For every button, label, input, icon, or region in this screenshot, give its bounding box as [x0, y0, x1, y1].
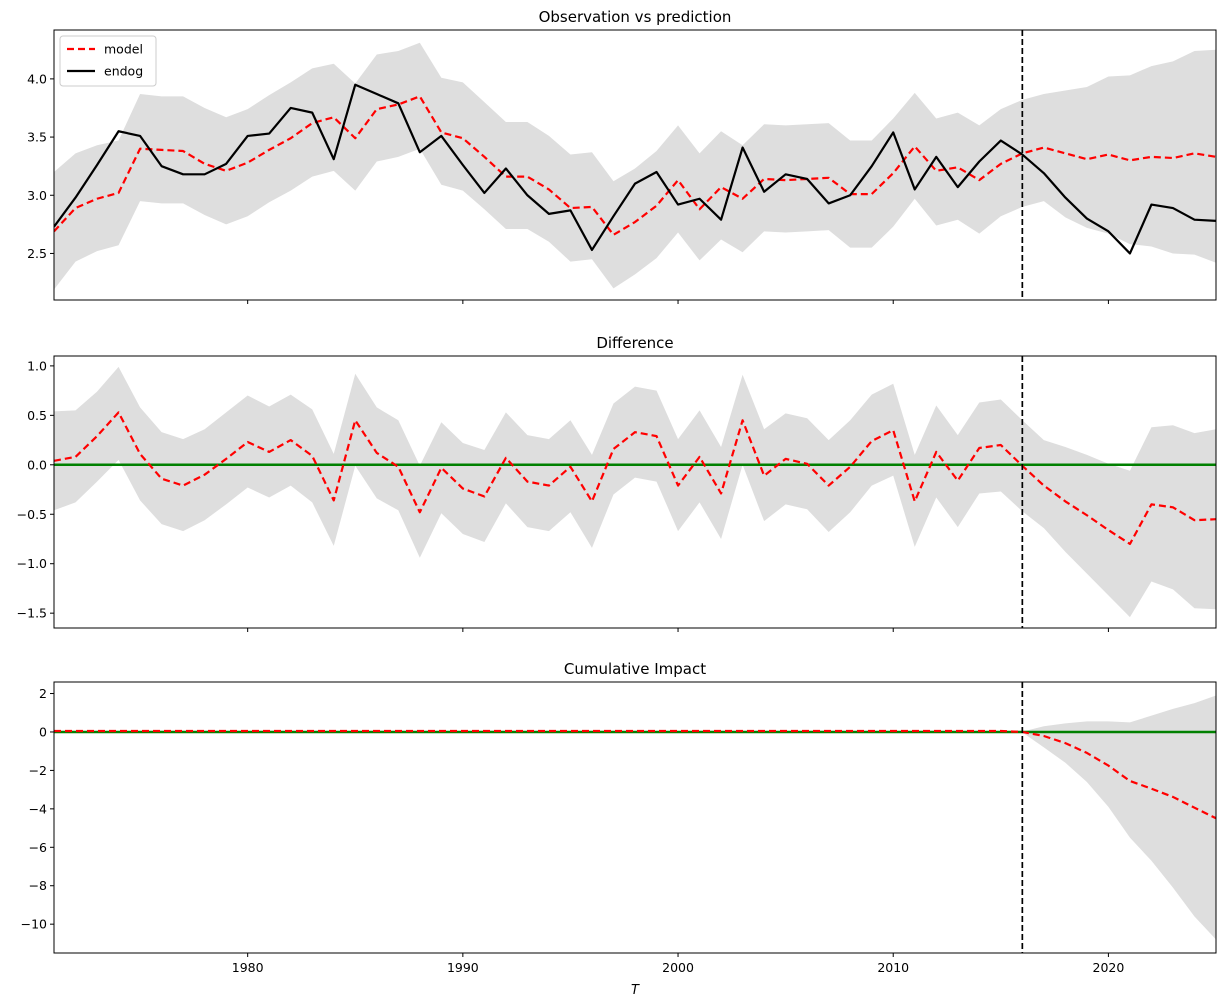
- y-tick-label: −10: [21, 917, 47, 932]
- chart-title: Difference: [596, 334, 673, 352]
- y-tick-label: −4: [29, 801, 47, 816]
- y-tick-label: 3.0: [27, 188, 47, 203]
- axes-frame: [53, 355, 1217, 629]
- confidence-band: [1022, 695, 1216, 940]
- series-line-model: [54, 95, 1216, 236]
- y-tick-label: 0.5: [27, 408, 47, 423]
- panel-1: 2.5 3.0 3.5 4.0 Observation vs prediction mod…: [27, 8, 1217, 304]
- confidence-band: [54, 42, 1216, 290]
- y-tick-label: −1.0: [17, 556, 47, 571]
- axes-frame: [53, 29, 1217, 301]
- y-tick-label: 0: [39, 724, 47, 739]
- y-tick-label: −6: [29, 840, 47, 855]
- chart-title: Observation vs prediction: [539, 8, 732, 26]
- x-tick-label: 2020: [1093, 960, 1125, 975]
- plot-area: [54, 366, 1216, 618]
- x-axis-label: T: [631, 983, 640, 998]
- plot-area: [54, 695, 1216, 940]
- x-tick-label: 1980: [232, 960, 264, 975]
- chart-title: Cumulative Impact: [564, 660, 706, 678]
- legend: model endog: [59, 35, 157, 87]
- y-tick-label: 4.0: [27, 71, 47, 86]
- x-tick-label: 2010: [877, 960, 909, 975]
- y-tick-label: −0.5: [17, 507, 47, 522]
- panel-2: −1.5 −1.0 −0.5 0.0 0.5 1.0 Difference: [17, 334, 1217, 632]
- legend-label-endog: endog: [104, 64, 143, 79]
- x-tick-label: 2000: [662, 960, 694, 975]
- y-tick-label: 3.5: [27, 130, 47, 145]
- y-tick-label: 2.5: [27, 246, 47, 261]
- x-tick-label: 1990: [447, 960, 479, 975]
- y-tick-label: −1.5: [17, 606, 47, 621]
- confidence-band: [54, 366, 1216, 618]
- y-tick-label: 1.0: [27, 358, 47, 373]
- y-tick-label: 0.0: [27, 457, 47, 472]
- series-line-endog: [54, 83, 1216, 255]
- y-tick-label: −2: [29, 763, 47, 778]
- y-tick-label: 2: [39, 686, 47, 701]
- panel-3: −10 −8 −6 −4 −2 0 2 1980 1990 2000 2010 2020 Cumulat…: [21, 660, 1217, 998]
- legend-label-model: model: [104, 42, 143, 57]
- y-tick-label: −8: [29, 878, 47, 893]
- axes-frame: [53, 681, 1217, 954]
- plot-area: [54, 42, 1216, 290]
